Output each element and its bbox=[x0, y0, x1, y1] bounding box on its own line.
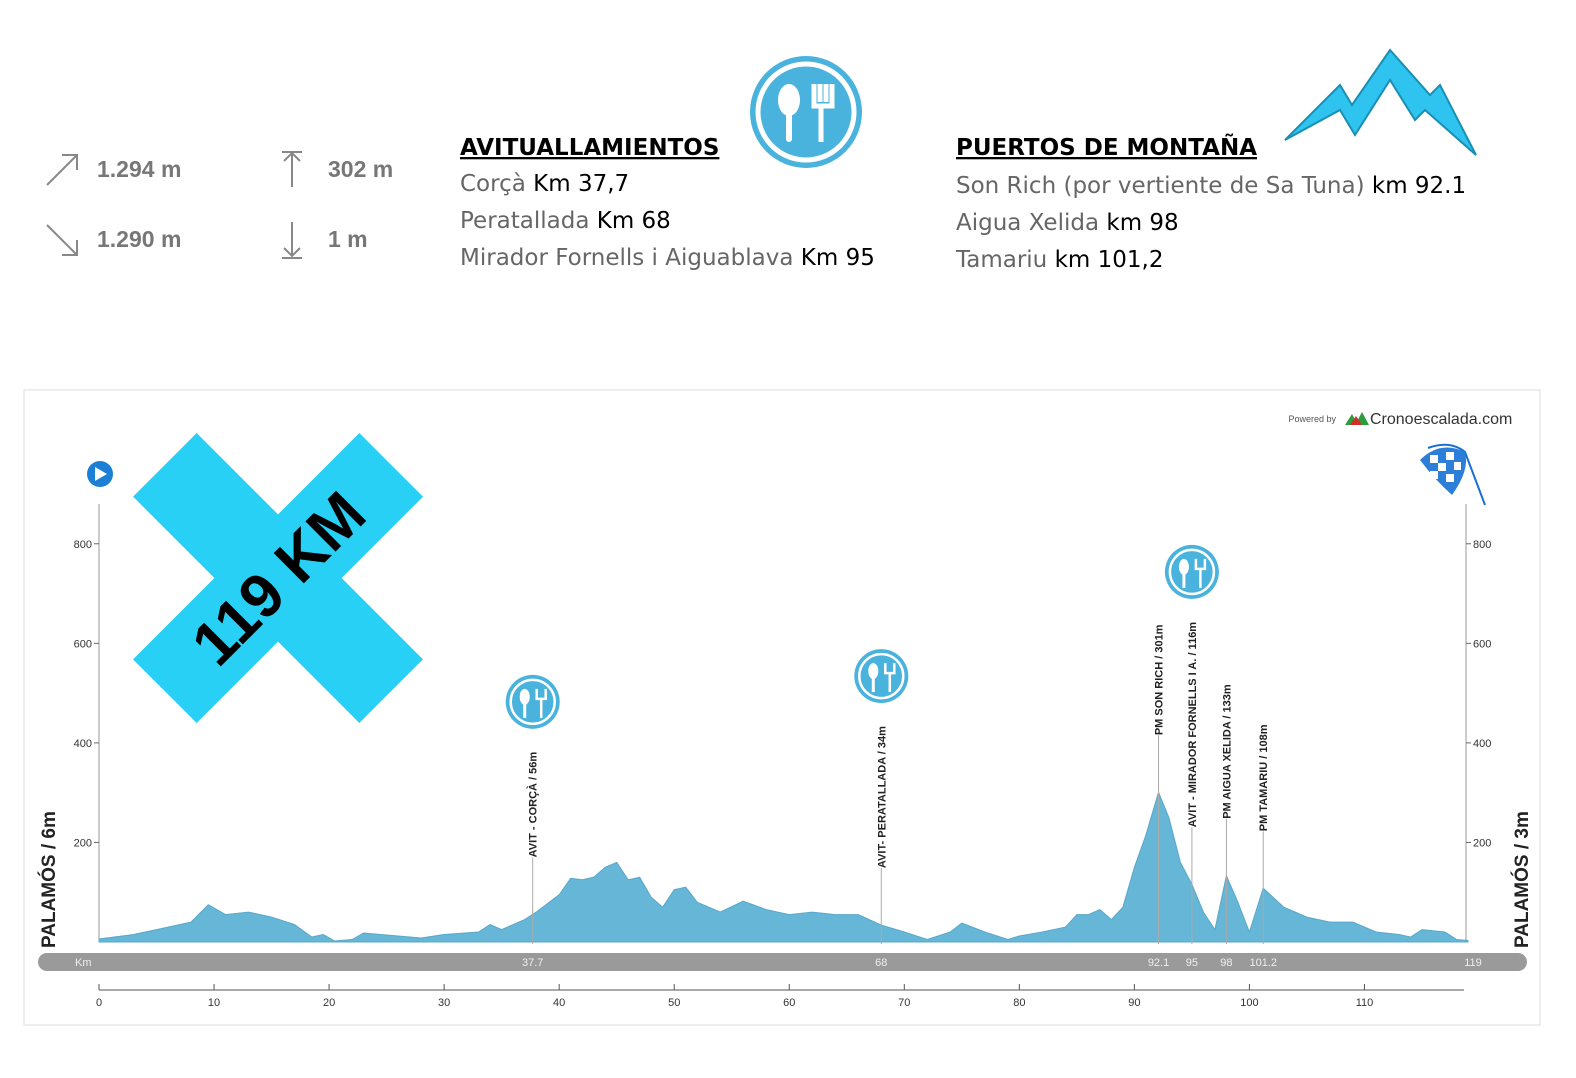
climb-km: km 98 bbox=[1106, 210, 1178, 236]
feed-item: Peratallada Km 68 bbox=[460, 208, 671, 234]
x-tick-label: 40 bbox=[553, 997, 565, 1009]
climb-place: Son Rich (por vertiente de Sa Tuna) bbox=[956, 173, 1365, 199]
km-label: 101.2 bbox=[1249, 957, 1277, 969]
food-icon-ring bbox=[509, 678, 556, 726]
start-icon bbox=[87, 461, 113, 487]
y-tick-label: 800 bbox=[1473, 539, 1491, 551]
food-icon-large bbox=[750, 56, 862, 168]
feed-item: Mirador Fornells i Aiguablava Km 95 bbox=[460, 245, 875, 271]
marker-label: AVIT- PERATALLADA / 34m bbox=[876, 726, 888, 868]
x-tick-label: 110 bbox=[1356, 997, 1374, 1009]
finish-flag bbox=[1420, 443, 1486, 506]
y-tick-label: 400 bbox=[1473, 738, 1491, 750]
brand-logo-red bbox=[1350, 416, 1362, 425]
mountain-icon bbox=[1284, 48, 1477, 156]
climb-place: Aigua Xelida bbox=[956, 210, 1099, 236]
y-tick-label: 400 bbox=[74, 738, 92, 750]
food-icon bbox=[505, 674, 560, 729]
brand-logo bbox=[1345, 412, 1369, 425]
marker-label: PM AIGUA XELIDA / 133m bbox=[1221, 684, 1233, 819]
marker-label: AVIT - CORÇÀ / 56m bbox=[527, 752, 540, 858]
food-icon-ring bbox=[1168, 548, 1216, 596]
food-icon-spoon-handle bbox=[523, 701, 527, 718]
km-label: 119 bbox=[1464, 957, 1482, 969]
y-tick-label: 600 bbox=[1473, 638, 1491, 650]
finish-label: PALAMÓS / 3m bbox=[1511, 811, 1533, 948]
food-icon bbox=[1164, 544, 1219, 599]
y-tick-label: 200 bbox=[1473, 837, 1491, 849]
x-tick-label: 20 bbox=[323, 997, 335, 1009]
food-icon-spoon-handle bbox=[1182, 571, 1186, 588]
stat-max: 302 m bbox=[328, 156, 393, 182]
km-label: 92.1 bbox=[1148, 957, 1169, 969]
food-icon-fork bbox=[884, 663, 896, 693]
climb-item: Son Rich (por vertiente de Sa Tuna) km 9… bbox=[956, 173, 1466, 199]
food-icon-spoon bbox=[1178, 558, 1189, 575]
feed-place: Peratallada bbox=[460, 208, 589, 234]
climb-km: km 92.1 bbox=[1372, 173, 1466, 199]
x-tick-label: 70 bbox=[898, 997, 910, 1009]
km-label: 95 bbox=[1186, 957, 1198, 969]
climb-item: Aigua Xelida km 98 bbox=[956, 210, 1179, 236]
food-icon-fork bbox=[535, 688, 547, 718]
x-tick-label: 50 bbox=[668, 997, 680, 1009]
feed-item: Corçà Km 37,7 bbox=[460, 171, 629, 197]
marker-label: AVIT - MIRADOR FORNELLS I A. / 116m bbox=[1187, 622, 1199, 828]
x-tick-label: 10 bbox=[208, 997, 220, 1009]
food-icon bbox=[854, 649, 909, 704]
stat-min: 1 m bbox=[328, 226, 368, 252]
food-icon-fork bbox=[1194, 558, 1207, 588]
credit: Powered by bbox=[1288, 414, 1336, 424]
km-label: 68 bbox=[875, 957, 887, 969]
feed-km: Km 68 bbox=[597, 208, 671, 234]
x-tick-label: 60 bbox=[783, 997, 795, 1009]
stat-ascent: 1.294 m bbox=[97, 156, 181, 182]
climbs-title: PUERTOS DE MONTAÑA bbox=[956, 133, 1257, 161]
feed-km: Km 37,7 bbox=[533, 171, 629, 197]
start-label: PALAMÓS / 6m bbox=[38, 811, 60, 948]
climb-place: Tamariu bbox=[955, 247, 1047, 273]
km-label: 98 bbox=[1220, 957, 1232, 969]
climb-item: Tamariu km 101,2 bbox=[955, 247, 1163, 273]
feed-place: Corçà bbox=[460, 171, 526, 197]
marker-label: PM TAMARIU / 108m bbox=[1258, 724, 1270, 831]
marker-label: PM SON RICH / 301m bbox=[1154, 624, 1166, 735]
x-tick-label: 30 bbox=[438, 997, 450, 1009]
food-icon-spoon-handle bbox=[871, 676, 875, 693]
feed-title: AVITUALLAMIENTOS bbox=[460, 135, 719, 161]
x-tick-label: 0 bbox=[96, 997, 102, 1009]
climb-km: km 101,2 bbox=[1055, 247, 1164, 273]
stat-descent: 1.290 m bbox=[97, 226, 181, 252]
food-icon-spoon bbox=[519, 688, 530, 705]
y-tick-label: 600 bbox=[74, 638, 92, 650]
food-icon-spoon bbox=[868, 663, 879, 680]
y-tick-label: 800 bbox=[74, 539, 92, 551]
y-tick-label: 200 bbox=[74, 837, 92, 849]
km-label: 37.7 bbox=[522, 957, 543, 969]
feed-place: Mirador Fornells i Aiguablava bbox=[460, 245, 793, 271]
feed-km: Km 95 bbox=[801, 245, 875, 271]
x-tick-label: 90 bbox=[1128, 997, 1140, 1009]
x-tick-label: 80 bbox=[1013, 997, 1025, 1009]
x-tick-label: 100 bbox=[1240, 997, 1258, 1009]
stats-icons bbox=[46, 151, 302, 259]
food-icon-ring bbox=[858, 652, 905, 700]
km-bar bbox=[38, 953, 1527, 971]
km-unit: Km bbox=[75, 957, 92, 969]
elevation-area bbox=[98, 790, 1469, 943]
brand: Cronoescalada.com bbox=[1370, 411, 1512, 428]
